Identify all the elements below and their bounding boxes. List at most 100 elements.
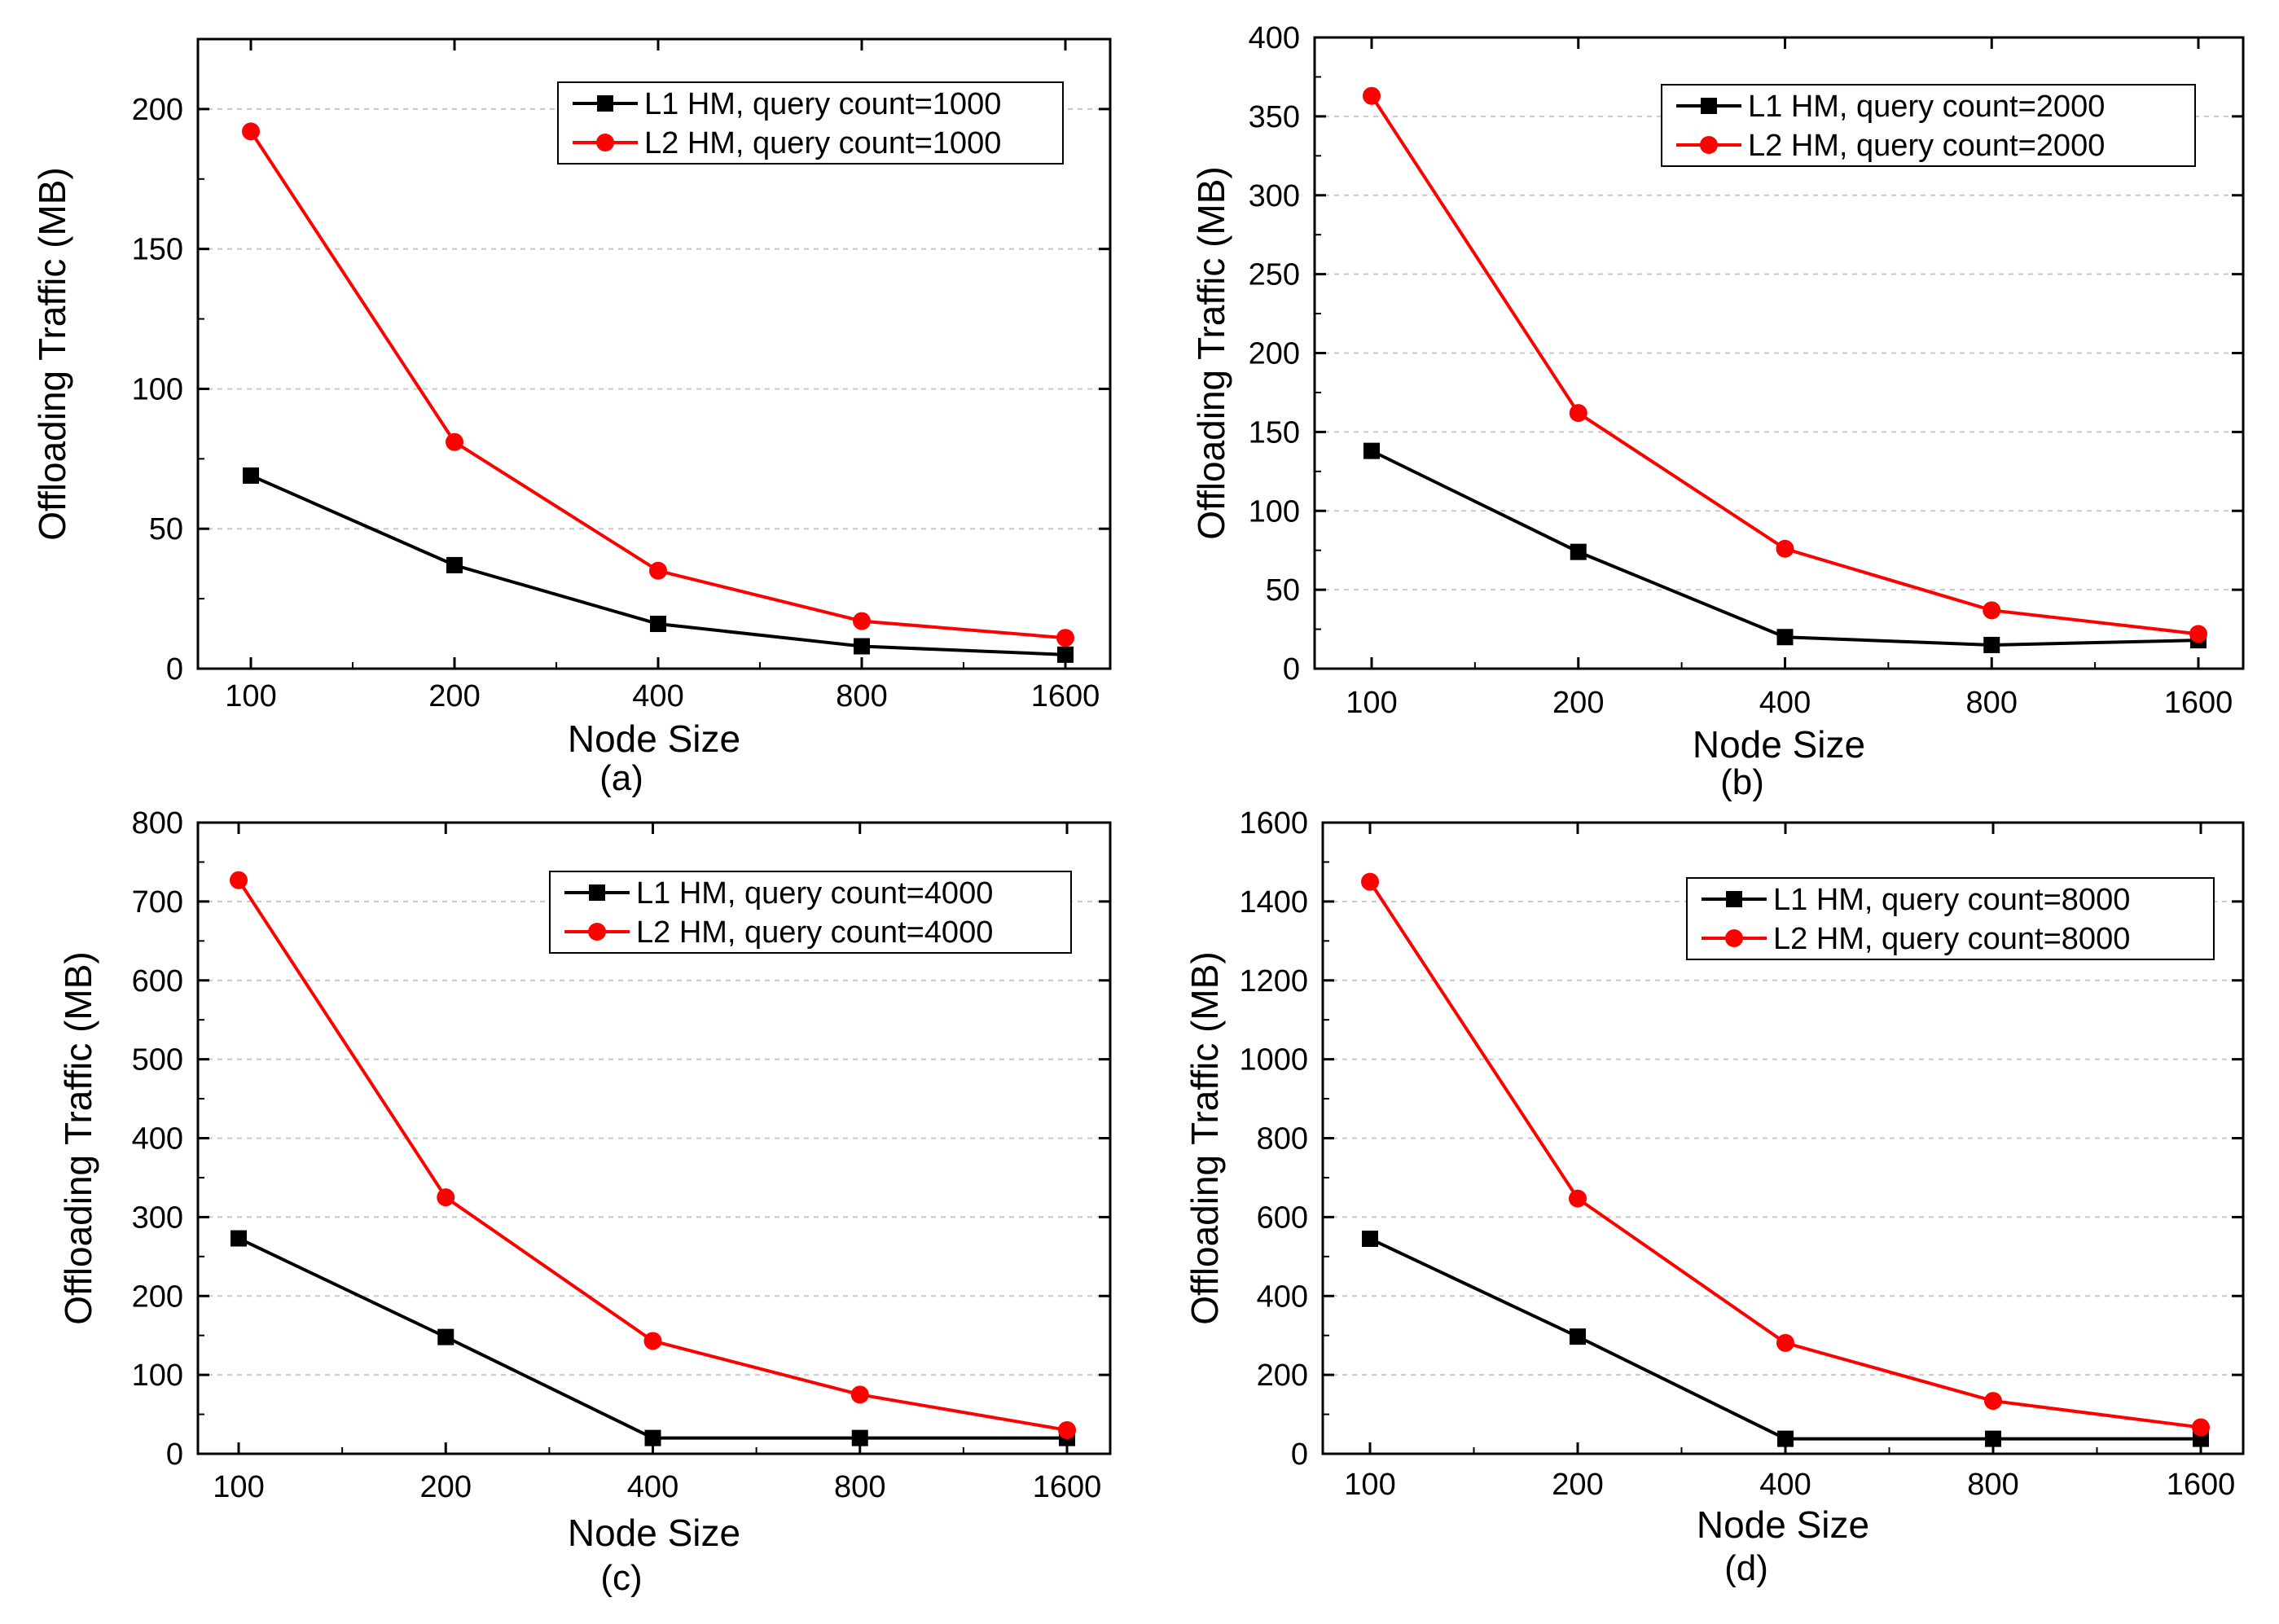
legend-label: L2 HM, query count=8000: [1773, 922, 2130, 956]
chart-panel-1: 0 50 100 150 200 100 200 400 800 1600 Node Size Off…: [31, 37, 1112, 798]
data-point: [1777, 1430, 1794, 1447]
panel-label: (d): [1724, 1548, 1768, 1588]
x-tick-label: 100: [213, 1470, 264, 1504]
data-point: [446, 556, 463, 573]
y-tick-label: 100: [1249, 494, 1300, 529]
legend-box: [557, 81, 1064, 165]
panel-label: (c): [600, 1558, 642, 1598]
y-tick-label: 300: [132, 1200, 183, 1235]
legend-box: [1686, 877, 2215, 960]
legend: L1 HM, query count=2000 L2 HM, query coun…: [1661, 84, 2196, 167]
data-point: [1983, 601, 2001, 620]
y-tick-label: 100: [132, 372, 183, 406]
legend-marker: [1726, 891, 1742, 907]
series-l2: [1361, 872, 2210, 1437]
data-point: [1570, 543, 1587, 560]
x-tick-label: 400: [632, 679, 683, 713]
data-point: [437, 1188, 455, 1207]
x-tick-label: 200: [420, 1470, 472, 1504]
legend-marker: [596, 134, 614, 151]
x-axis-title: Node Size: [1693, 723, 1865, 766]
y-tick-label: 600: [1257, 1200, 1308, 1235]
data-point: [1362, 1231, 1378, 1248]
y-tick-label: 300: [1249, 179, 1300, 213]
x-tick-label: 100: [225, 679, 276, 713]
y-tick-label: 250: [1249, 258, 1300, 292]
x-tick-label: 200: [1552, 1468, 1603, 1502]
legend-marker: [588, 923, 606, 941]
data-point: [2192, 1418, 2210, 1437]
data-point: [1985, 1430, 2001, 1447]
data-point: [851, 1429, 868, 1446]
data-point: [1569, 1189, 1587, 1208]
data-point: [1570, 1328, 1586, 1345]
legend-label: L2 HM, query count=2000: [1748, 129, 2105, 163]
y-tick-label: 0: [1291, 1437, 1308, 1472]
y-tick-label: 200: [132, 93, 183, 127]
y-tick-label: 800: [132, 806, 183, 841]
data-point: [1058, 1420, 1076, 1439]
data-point: [1363, 442, 1380, 459]
panel-label: (b): [1720, 762, 1764, 802]
data-point: [649, 561, 667, 580]
y-tick-label: 1200: [1239, 964, 1308, 999]
y-tick-label: 200: [1249, 337, 1300, 371]
data-point: [446, 432, 463, 451]
series-l2: [230, 871, 1076, 1439]
data-point: [1776, 629, 1794, 646]
legend-label: L1 HM, query count=8000: [1773, 883, 2130, 917]
legend-label: L2 HM, query count=4000: [636, 915, 993, 950]
y-tick-label: 0: [166, 1437, 183, 1472]
data-point: [1056, 629, 1074, 647]
chart-panel-3: 0 100 200 300 400 500 600 700 800 100 200 400 800 160…: [57, 806, 1112, 1598]
y-tick-label: 0: [166, 652, 183, 687]
x-tick-label: 1600: [2167, 1468, 2236, 1502]
plot-frame: [196, 37, 1112, 670]
x-tick-label: 200: [1552, 686, 1604, 720]
legend: L1 HM, query count=4000 L2 HM, query coun…: [549, 871, 1072, 954]
data-point: [1776, 1333, 1794, 1352]
y-tick-label: 200: [132, 1279, 183, 1314]
legend-marker: [1700, 136, 1718, 154]
y-axis-title: Offloading Traffic (MB): [1183, 951, 1226, 1324]
legend-label: L2 HM, query count=1000: [644, 126, 1001, 160]
data-point: [650, 616, 666, 633]
y-tick-label: 400: [132, 1122, 183, 1157]
series-l2: [1363, 86, 2207, 643]
data-point: [643, 1332, 662, 1350]
chart-panel-2: 0 50 100 150 200 250 300 350 400 100 200 400 800 1600…: [1190, 21, 2245, 802]
y-tick-label: 500: [132, 1043, 183, 1078]
data-point: [243, 467, 259, 484]
data-point: [853, 612, 871, 630]
y-tick-label: 100: [132, 1358, 183, 1393]
x-tick-label: 1600: [2164, 686, 2233, 720]
x-tick-label: 800: [1966, 686, 2018, 720]
data-point: [231, 1230, 247, 1247]
x-tick-label: 1600: [1031, 679, 1100, 713]
data-point: [644, 1429, 661, 1446]
y-tick-label: 150: [1249, 415, 1300, 450]
y-tick-label: 50: [149, 512, 183, 546]
legend-marker: [1701, 98, 1717, 114]
data-point: [1984, 1392, 2002, 1411]
x-axis-title: Node Size: [568, 718, 740, 760]
y-tick-label: 50: [1266, 573, 1300, 608]
x-tick-label: 100: [1346, 686, 1397, 720]
y-axis-title: Offloading Traffic (MB): [57, 951, 99, 1324]
legend-box: [1661, 84, 2196, 167]
x-tick-label: 800: [836, 679, 887, 713]
y-tick-label: 700: [132, 885, 183, 920]
y-tick-label: 400: [1249, 21, 1300, 55]
data-point: [850, 1385, 869, 1404]
data-point: [1361, 872, 1379, 891]
legend-label: L1 HM, query count=2000: [1748, 90, 2105, 124]
panel-label: (a): [599, 758, 643, 798]
series-l2: [242, 122, 1074, 647]
legend-marker: [597, 95, 613, 112]
x-axis-title: Node Size: [1697, 1503, 1869, 1546]
data-point: [1983, 636, 2000, 653]
x-tick-label: 800: [834, 1470, 885, 1504]
legend-marker: [589, 884, 605, 901]
x-tick-label: 400: [1759, 686, 1811, 720]
